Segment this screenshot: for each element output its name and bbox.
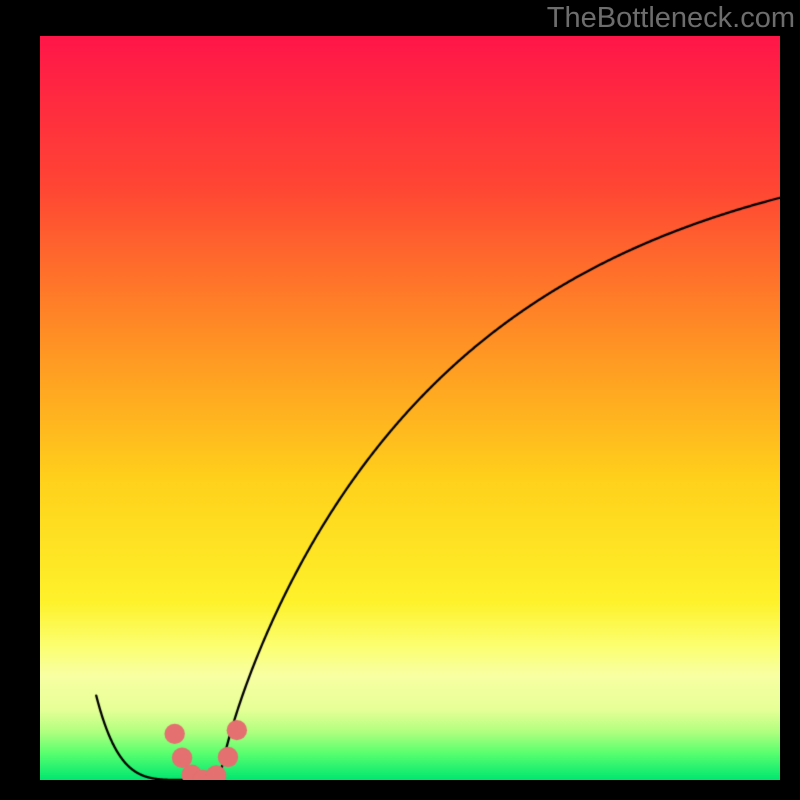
plot-area (40, 36, 780, 780)
chart-stage: TheBottleneck.com (0, 0, 800, 800)
watermark-text: TheBottleneck.com (547, 2, 795, 35)
bottleneck-curve-chart (40, 36, 780, 780)
